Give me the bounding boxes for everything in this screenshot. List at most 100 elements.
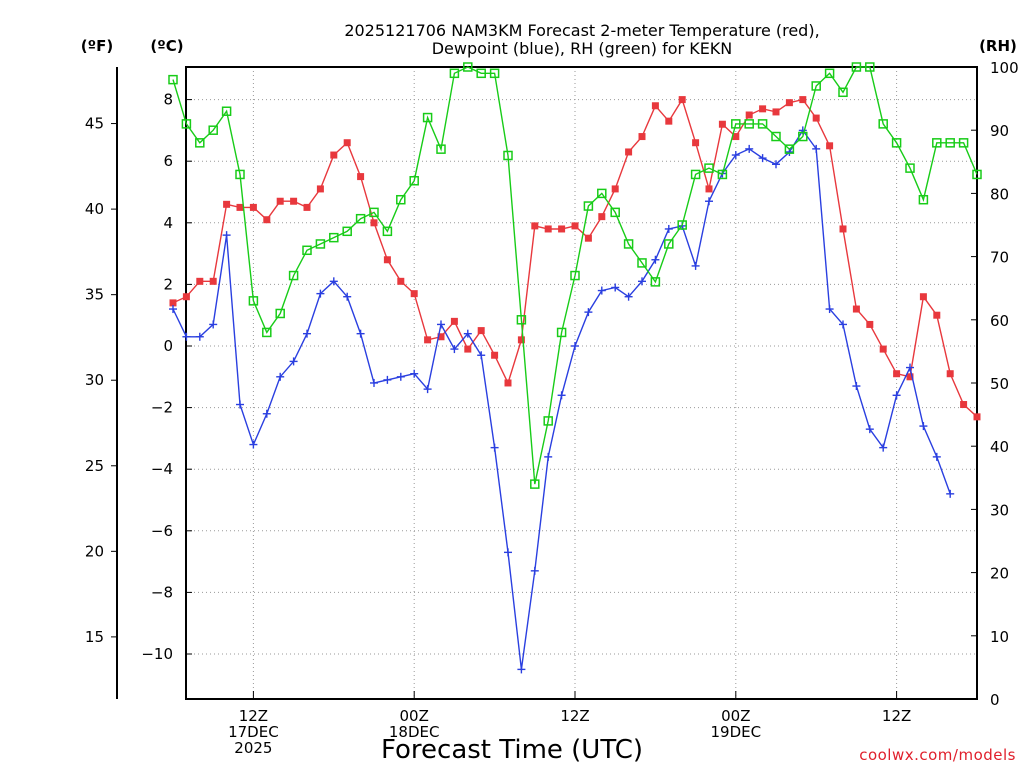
dewpoint-point — [396, 372, 405, 381]
dewpoint-point — [182, 332, 191, 341]
tick-labels: 86420−2−4−6−8−10454035302520151009080706… — [85, 59, 1019, 757]
rh-point — [811, 81, 821, 91]
dewpoint-point — [209, 320, 218, 329]
rh-line — [172, 66, 978, 485]
temperature-point — [464, 345, 472, 353]
rh-point — [958, 138, 969, 148]
rh-point — [382, 226, 393, 237]
temperature-point — [852, 305, 860, 313]
rh-tick-label: 100 — [990, 59, 1019, 77]
x-axis-title: Forecast Time (UTC) — [381, 735, 643, 765]
dewpoint-point — [289, 357, 298, 366]
dewpoint-point — [303, 329, 311, 338]
rh-point — [891, 138, 902, 148]
rh-point — [422, 112, 433, 123]
dewpoint-point — [705, 197, 713, 206]
temperature-point — [531, 222, 539, 230]
temperature-point — [732, 133, 740, 141]
temperature-point — [772, 108, 780, 116]
celsius-tick-label: 6 — [163, 152, 173, 170]
rh-unit-label: (RH) — [979, 37, 1017, 55]
dewpoint-point — [664, 224, 673, 233]
dewpoint-point — [852, 382, 861, 391]
rh-point — [744, 119, 754, 129]
temperature-point — [504, 379, 512, 387]
dewpoint-point — [249, 440, 258, 449]
dewpoint-point — [383, 375, 392, 384]
dewpoint-point — [356, 329, 365, 338]
temperature-point — [799, 96, 807, 104]
temperature-point — [919, 293, 927, 301]
temperature-point — [866, 320, 874, 328]
dewpoint-point — [423, 385, 432, 394]
rh-point — [489, 68, 500, 79]
chart-title-line-2: Dewpoint (blue), RH (green) for KEKN — [432, 39, 733, 58]
temperature-point — [182, 293, 190, 301]
temperature-point — [584, 234, 592, 242]
temperature-point — [598, 213, 606, 221]
dewpoint-point — [329, 277, 338, 286]
dewpoint-point — [530, 566, 539, 575]
rh-point — [664, 239, 674, 249]
temperature-point — [424, 336, 432, 344]
rh-series — [168, 62, 982, 489]
fahrenheit-tick-label: 35 — [85, 286, 104, 304]
rh-point — [637, 258, 647, 268]
dewpoint-point — [343, 292, 352, 301]
temperature-point — [879, 345, 887, 353]
temperature-point — [946, 370, 954, 378]
celsius-tick-label: −2 — [151, 399, 173, 417]
celsius-tick-label: −6 — [151, 522, 173, 540]
rh-point — [570, 270, 580, 281]
dewpoint-point — [262, 409, 271, 418]
celsius-tick-label: 4 — [163, 214, 173, 232]
rh-point — [757, 119, 768, 129]
temperature-point — [665, 117, 673, 125]
temperature-point — [357, 173, 365, 181]
rh-point — [302, 245, 312, 256]
rh-point — [597, 188, 607, 199]
temperature-point — [745, 111, 753, 119]
dewpoint-point — [410, 369, 419, 378]
temperature-point — [812, 114, 820, 122]
dewpoint-point — [450, 345, 459, 354]
dewpoint-point — [839, 320, 847, 329]
fahrenheit-tick-label: 40 — [85, 200, 104, 218]
rh-point — [784, 144, 795, 154]
temperature-point — [558, 225, 566, 233]
fahrenheit-tick-label: 25 — [85, 457, 104, 475]
grid — [186, 67, 977, 699]
dewpoint-point — [544, 452, 553, 461]
rh-point — [208, 125, 218, 135]
rh-point — [342, 226, 352, 237]
rh-point — [396, 194, 406, 205]
temperature-point — [785, 99, 793, 107]
dewpoint-point — [865, 425, 874, 434]
dewpoint-point — [571, 342, 579, 350]
rh-point — [543, 416, 553, 426]
rh-point — [355, 213, 366, 224]
temperature-point — [397, 277, 405, 285]
dewpoint-point — [584, 308, 593, 317]
temperature-point — [517, 336, 525, 344]
rh-point — [610, 207, 620, 218]
rh-point — [878, 119, 888, 129]
rh-point — [503, 150, 513, 161]
celsius-tick-label: 2 — [163, 275, 173, 293]
fahrenheit-unit-label: (ºF) — [81, 37, 113, 55]
x-tick-label: 12Z — [239, 707, 268, 725]
rh-point — [623, 239, 634, 249]
credit-link[interactable]: coolwx.com/models — [859, 746, 1016, 764]
rh-point — [329, 232, 339, 243]
temperature-point — [705, 185, 713, 193]
dewpoint-point — [745, 144, 754, 153]
temperature-point — [611, 185, 619, 193]
x-tick-label: 00Z — [400, 707, 429, 725]
dewpoint-point — [691, 261, 700, 270]
rh-point — [851, 62, 862, 72]
dewpoint-point — [517, 665, 526, 674]
rh-point — [181, 119, 192, 129]
rh-point — [221, 106, 232, 116]
rh-point — [865, 62, 875, 72]
